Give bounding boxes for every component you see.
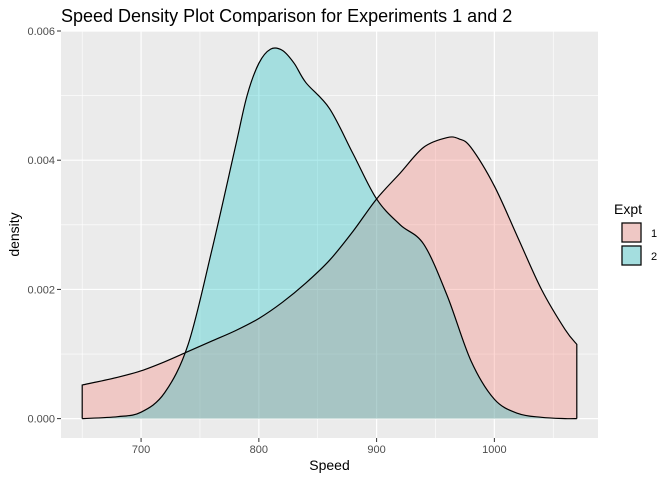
x-tick-label: 900 (367, 444, 385, 456)
grid-major (61, 30, 598, 438)
x-tick-label: 800 (250, 444, 268, 456)
legend-label-expt-1: 1 (651, 228, 657, 240)
legend-label-expt-2: 2 (651, 251, 657, 263)
y-axis-title: density (6, 212, 22, 256)
y-axis-ticks: 0.000 0.002 0.004 0.006 (27, 26, 61, 426)
density-line-expt-2 (82, 47, 577, 420)
density-area-expt-2 (82, 47, 577, 419)
y-tick-label: 0.004 (27, 155, 55, 167)
legend-key-bg (621, 245, 642, 266)
y-tick-label: 0.006 (27, 26, 55, 38)
legend-key-expt-1 (621, 222, 642, 243)
legend-key-expt-2 (621, 245, 642, 266)
grid-minor (61, 31, 598, 438)
density-line-expt-1 (81, 136, 578, 419)
y-tick-label: 0.000 (27, 414, 55, 426)
y-tick-label: 0.002 (27, 284, 55, 296)
legend: Expt 1 2 (614, 201, 657, 266)
x-axis-title: Speed (309, 457, 349, 473)
plot-panel (61, 31, 598, 438)
density-areas (81, 47, 578, 420)
x-axis-ticks: 700 800 900 1000 (132, 438, 507, 456)
legend-key-bg (621, 222, 642, 243)
chart-title: Speed Density Plot Comparison for Experi… (61, 6, 512, 26)
x-tick-label: 700 (132, 444, 150, 456)
x-tick-label: 1000 (482, 444, 506, 456)
density-area-expt-1 (82, 136, 577, 419)
legend-title: Expt (614, 201, 642, 217)
